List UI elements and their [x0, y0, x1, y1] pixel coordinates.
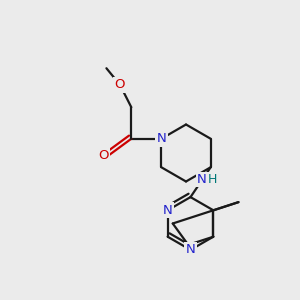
Text: N: N: [197, 173, 207, 186]
Text: N: N: [156, 132, 166, 145]
Text: N: N: [186, 243, 195, 256]
Text: N: N: [163, 204, 172, 217]
Text: O: O: [115, 78, 125, 91]
Text: O: O: [98, 149, 109, 162]
Text: H: H: [208, 173, 218, 186]
